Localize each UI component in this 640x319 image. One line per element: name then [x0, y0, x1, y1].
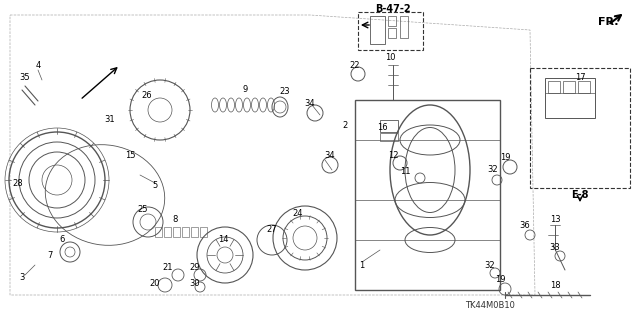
Text: 3: 3: [19, 273, 25, 283]
Text: 23: 23: [280, 87, 291, 97]
Text: 4: 4: [35, 61, 40, 70]
Text: 15: 15: [125, 151, 135, 160]
Text: 28: 28: [13, 179, 23, 188]
Text: 34: 34: [305, 99, 316, 108]
Text: 20: 20: [150, 278, 160, 287]
Bar: [200, 227, 207, 237]
Bar: [191, 227, 198, 237]
Bar: [563, 81, 575, 93]
Text: 24: 24: [292, 209, 303, 218]
Bar: [545, 78, 595, 118]
Text: 16: 16: [377, 123, 387, 132]
Text: E-8: E-8: [572, 190, 589, 200]
Text: FR.: FR.: [598, 17, 618, 27]
Text: 19: 19: [500, 153, 510, 162]
Text: 30: 30: [189, 278, 200, 287]
Text: 10: 10: [385, 54, 396, 63]
Bar: [548, 81, 560, 93]
Text: 9: 9: [243, 85, 248, 94]
Bar: [173, 227, 180, 237]
Text: 35: 35: [20, 73, 30, 83]
Text: 11: 11: [400, 167, 410, 176]
Bar: [155, 227, 162, 237]
Text: 13: 13: [550, 216, 560, 225]
Bar: [388, 28, 396, 38]
Text: 26: 26: [141, 91, 152, 100]
Text: 7: 7: [47, 250, 52, 259]
Text: 6: 6: [60, 235, 65, 244]
Text: 25: 25: [138, 205, 148, 214]
Text: 22: 22: [349, 61, 360, 70]
Bar: [355, 100, 500, 290]
Text: 8: 8: [172, 216, 178, 225]
Bar: [380, 133, 398, 141]
Text: 18: 18: [550, 280, 560, 290]
Text: 14: 14: [218, 235, 228, 244]
Text: 36: 36: [520, 220, 531, 229]
Text: 19: 19: [495, 276, 505, 285]
Text: 21: 21: [163, 263, 173, 272]
Bar: [388, 16, 396, 26]
Bar: [182, 227, 189, 237]
Text: 33: 33: [550, 243, 561, 253]
Bar: [358, 12, 423, 50]
Text: TK44M0B10: TK44M0B10: [465, 300, 515, 309]
Bar: [164, 227, 171, 237]
Text: B-47-2: B-47-2: [375, 4, 411, 14]
Bar: [370, 16, 385, 44]
Text: 1: 1: [360, 261, 365, 270]
Bar: [530, 68, 630, 188]
Text: 27: 27: [267, 226, 277, 234]
Bar: [400, 16, 408, 38]
Text: 34: 34: [324, 151, 335, 160]
Text: 17: 17: [575, 73, 586, 83]
Text: 32: 32: [488, 166, 499, 174]
Text: 31: 31: [105, 115, 115, 124]
Text: 32: 32: [484, 261, 495, 270]
Text: 2: 2: [342, 121, 348, 130]
Bar: [578, 81, 590, 93]
Text: 29: 29: [189, 263, 200, 272]
Bar: [380, 120, 398, 132]
Text: 5: 5: [152, 181, 157, 189]
Text: 12: 12: [388, 151, 398, 160]
